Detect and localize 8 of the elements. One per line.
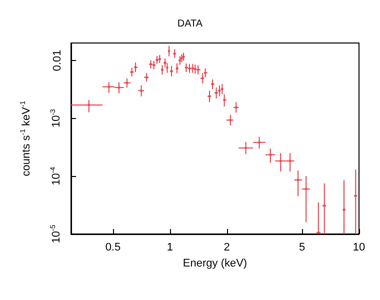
x-tick-label: 10: [352, 242, 366, 254]
x-axis-title: Energy (keV): [182, 258, 248, 270]
x-tick-label: 2: [224, 242, 230, 254]
x-tick-label: 1: [166, 242, 173, 254]
y-tick-label: 0.01: [52, 50, 64, 72]
x-tick-label: 5: [299, 242, 306, 254]
chart-title: DATA: [177, 18, 203, 30]
x-tick-label: 0.5: [105, 242, 121, 254]
